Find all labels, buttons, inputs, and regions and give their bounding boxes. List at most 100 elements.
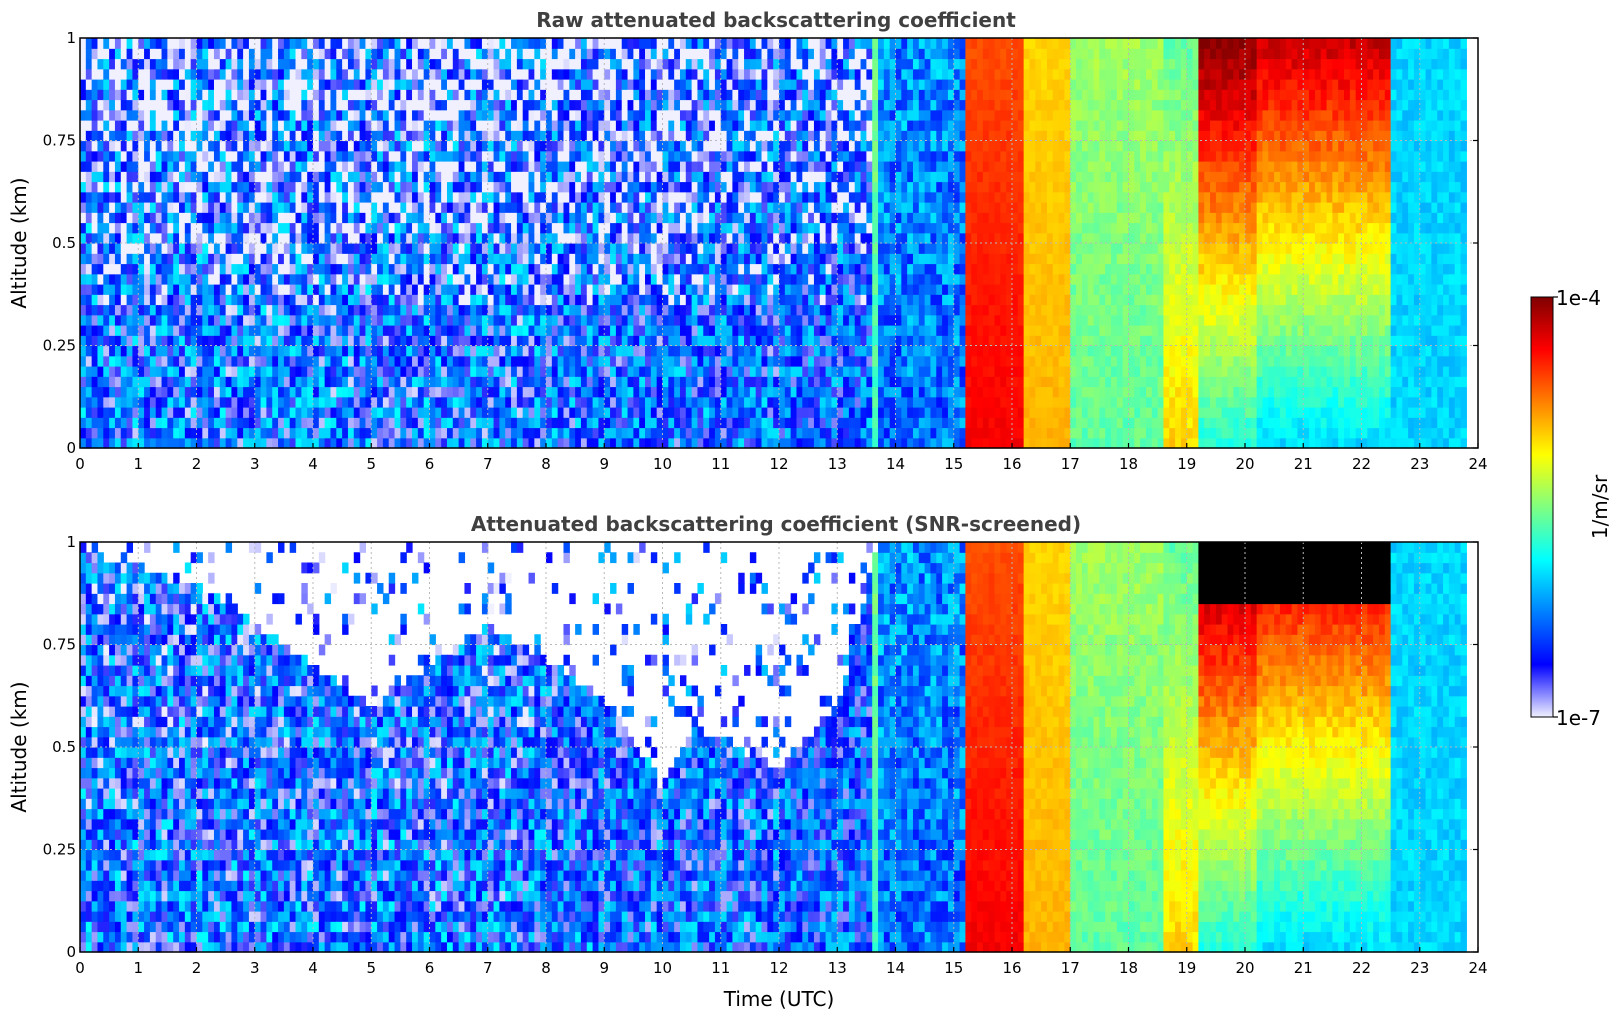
heatmap-cell xyxy=(342,191,349,203)
heatmap-cell xyxy=(662,263,669,275)
heatmap-cell xyxy=(446,48,454,60)
heatmap-cell xyxy=(662,253,669,265)
heatmap-cell xyxy=(423,130,431,142)
heatmap-cell xyxy=(557,150,565,162)
heatmap-cell xyxy=(744,243,751,254)
heatmap-cell xyxy=(301,222,308,234)
heatmap-cell xyxy=(703,171,710,183)
heatmap-cell xyxy=(691,120,699,131)
heatmap-cell xyxy=(109,366,116,377)
heatmap-cell xyxy=(621,417,629,429)
heatmap-cell xyxy=(324,427,332,439)
heatmap-cell xyxy=(406,335,413,347)
heatmap-cell xyxy=(266,437,273,449)
heatmap-cell xyxy=(575,407,582,418)
heatmap-cell xyxy=(359,407,367,418)
heatmap-cell xyxy=(382,150,390,162)
heatmap-cell xyxy=(569,386,576,398)
heatmap-cell xyxy=(161,273,168,285)
heatmap-cell xyxy=(563,366,570,377)
heatmap-cell xyxy=(161,48,168,60)
heatmap-cell xyxy=(569,140,576,152)
heatmap-cell xyxy=(109,232,116,244)
heatmap-cell xyxy=(557,253,565,265)
heatmap-cell xyxy=(196,273,203,285)
heatmap-cell xyxy=(592,68,600,80)
heatmap-cell xyxy=(546,171,553,183)
heatmap-cell xyxy=(458,38,466,49)
heatmap-cell xyxy=(149,253,157,265)
heatmap-cell xyxy=(493,68,500,80)
heatmap-cell xyxy=(615,437,623,449)
heatmap-cell xyxy=(213,366,221,377)
heatmap-cell xyxy=(441,38,448,49)
heatmap-cell xyxy=(417,48,425,60)
heatmap-cell xyxy=(738,48,745,60)
heatmap-cell xyxy=(668,345,675,357)
heatmap-cell xyxy=(336,38,343,49)
heatmap-cell xyxy=(557,335,565,347)
heatmap-cell xyxy=(272,243,279,254)
heatmap-cell xyxy=(575,355,582,367)
heatmap-cell xyxy=(662,345,669,357)
heatmap-cell xyxy=(301,120,308,131)
heatmap-cell xyxy=(91,304,99,316)
heatmap-cell xyxy=(522,79,530,90)
heatmap-cell xyxy=(697,243,704,254)
heatmap-cell xyxy=(470,150,477,162)
heatmap-cell xyxy=(243,232,250,244)
heatmap-cell xyxy=(528,48,535,60)
heatmap-cell xyxy=(400,109,407,121)
heatmap-cell xyxy=(85,437,93,449)
heatmap-cell xyxy=(388,89,396,101)
heatmap-cell xyxy=(621,396,629,408)
heatmap-cell xyxy=(790,263,798,275)
heatmap-cell xyxy=(289,407,297,418)
heatmap-cell xyxy=(371,396,378,408)
heatmap-cell xyxy=(674,202,681,213)
heatmap-cell xyxy=(516,273,524,285)
heatmap-cell xyxy=(522,109,530,121)
heatmap-cell xyxy=(400,345,407,357)
heatmap-cell xyxy=(103,396,110,408)
heatmap-cell xyxy=(219,253,227,265)
heatmap-cell xyxy=(289,120,297,131)
heatmap-cell xyxy=(621,130,629,142)
heatmap-cell xyxy=(546,273,553,285)
heatmap-cell xyxy=(342,304,349,316)
heatmap-cell xyxy=(435,79,442,90)
heatmap-cell xyxy=(674,38,681,49)
heatmap-cell xyxy=(423,222,431,234)
heatmap-cell xyxy=(732,253,739,265)
heatmap-cell xyxy=(318,140,326,152)
heatmap-cell xyxy=(80,99,87,111)
heatmap-cell xyxy=(650,99,658,111)
heatmap-cell xyxy=(278,181,285,193)
heatmap-cell xyxy=(295,58,302,70)
heatmap-cell xyxy=(511,171,518,183)
heatmap-cell xyxy=(167,427,174,439)
heatmap-cell xyxy=(196,437,203,449)
heatmap-cell xyxy=(283,232,291,244)
heatmap-cell xyxy=(615,417,623,429)
heatmap-cell xyxy=(540,191,547,203)
heatmap-cell xyxy=(109,263,116,275)
heatmap-cell xyxy=(738,396,745,408)
heatmap-cell xyxy=(714,294,722,306)
heatmap-cell xyxy=(202,171,209,183)
heatmap-cell xyxy=(446,38,454,49)
heatmap-cell xyxy=(744,130,751,142)
heatmap-cell xyxy=(697,345,704,357)
heatmap-cell xyxy=(202,150,209,162)
heatmap-cell xyxy=(237,191,244,203)
heatmap-cell xyxy=(365,38,372,49)
heatmap-cell xyxy=(400,243,407,254)
heatmap-cell xyxy=(546,335,553,347)
heatmap-cell xyxy=(685,48,693,60)
heatmap-cell xyxy=(248,68,256,80)
heatmap-cell xyxy=(441,99,448,111)
heatmap-cell xyxy=(674,437,681,449)
heatmap-cell xyxy=(283,130,291,142)
heatmap-cell xyxy=(80,366,87,377)
heatmap-cell xyxy=(126,366,134,377)
